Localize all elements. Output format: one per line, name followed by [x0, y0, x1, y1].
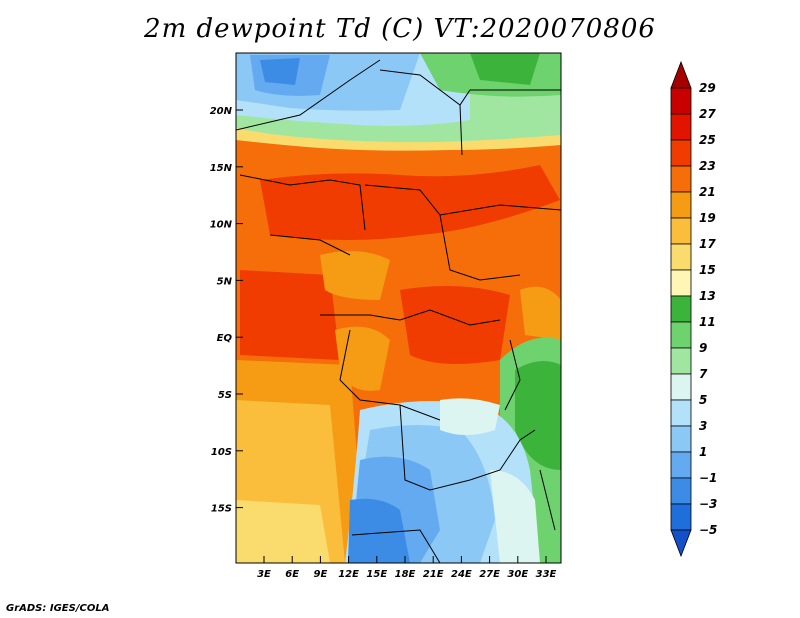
longitude-axis: 3E 6E 9E 12E 15E 18E 21E 24E 27E 30E 33E — [257, 556, 557, 580]
lat-label: EQ — [217, 333, 233, 344]
colorbar-segment — [670, 399, 692, 427]
colorbar-segment — [670, 60, 692, 89]
lat-label: 5S — [218, 390, 232, 401]
colorbar-label: 29 — [699, 81, 716, 95]
colorbar-segment — [670, 347, 692, 375]
colorbar-segment — [670, 113, 692, 141]
lat-label: 10S — [211, 447, 232, 458]
lat-label: 15S — [211, 504, 232, 515]
colorbar: 29 27 25 23 21 19 17 15 13 11 9 7 5 3 1 −1 −3 −5 — [670, 60, 717, 558]
lon-label: 3E — [257, 569, 271, 580]
colorbar-segment — [670, 295, 692, 323]
colorbar-segment — [670, 477, 692, 505]
colorbar-segment — [670, 165, 692, 193]
grads-credit: GrADS: IGES/COLA — [6, 603, 110, 614]
lon-label: 12E — [338, 569, 359, 580]
colorbar-label: 21 — [699, 185, 716, 199]
lon-label: 6E — [285, 569, 299, 580]
lon-label: 9E — [314, 569, 328, 580]
lon-label: 15E — [366, 569, 387, 580]
colorbar-label: 27 — [699, 107, 716, 121]
colorbar-segment — [670, 217, 692, 245]
colorbar-segment — [670, 139, 692, 167]
lon-label: 33E — [536, 569, 557, 580]
map-frame — [235, 52, 562, 564]
colorbar-label: 13 — [699, 289, 716, 303]
colorbar-label: 5 — [699, 393, 707, 407]
colorbar-label: 17 — [699, 237, 716, 251]
colorbar-segment — [670, 321, 692, 349]
country-boundaries — [236, 59, 561, 563]
lat-label: 20N — [210, 106, 233, 117]
colorbar-label: 7 — [699, 367, 708, 381]
colorbar-segment — [670, 451, 692, 479]
lon-label: 27E — [479, 569, 500, 580]
colorbar-label: 9 — [699, 341, 707, 355]
colorbar-segment — [670, 529, 692, 558]
lon-label: 21E — [423, 569, 444, 580]
colorbar-segment — [670, 191, 692, 219]
colorbar-label: −5 — [699, 523, 717, 537]
colorbar-segment — [670, 269, 692, 297]
lon-label: 24E — [451, 569, 472, 580]
lat-label: 10N — [210, 220, 233, 231]
latitude-axis: 20N 15N 10N 5N EQ 5S 10S 15S — [210, 106, 243, 515]
colorbar-label: −3 — [699, 497, 717, 511]
colorbar-label: 3 — [699, 419, 707, 433]
lat-label: 15N — [210, 163, 233, 174]
colorbar-segment — [670, 503, 692, 531]
colorbar-label: 19 — [699, 211, 716, 225]
colorbar-label: 1 — [699, 445, 707, 459]
colorbar-segment — [670, 425, 692, 453]
colorbar-segment — [670, 243, 692, 271]
dewpoint-field — [236, 53, 561, 563]
colorbar-label: 11 — [699, 315, 716, 329]
colorbar-label: −1 — [699, 471, 717, 485]
colorbar-label: 15 — [699, 263, 716, 277]
colorbar-segment — [670, 87, 692, 115]
lat-label: 5N — [217, 276, 233, 287]
colorbar-label: 23 — [699, 159, 716, 173]
colorbar-label: 25 — [699, 133, 716, 147]
lon-label: 30E — [507, 569, 528, 580]
lon-label: 18E — [395, 569, 416, 580]
colorbar-segment — [670, 373, 692, 401]
map-title: 2m dewpoint Td (C) VT:2020070806 — [144, 14, 656, 44]
